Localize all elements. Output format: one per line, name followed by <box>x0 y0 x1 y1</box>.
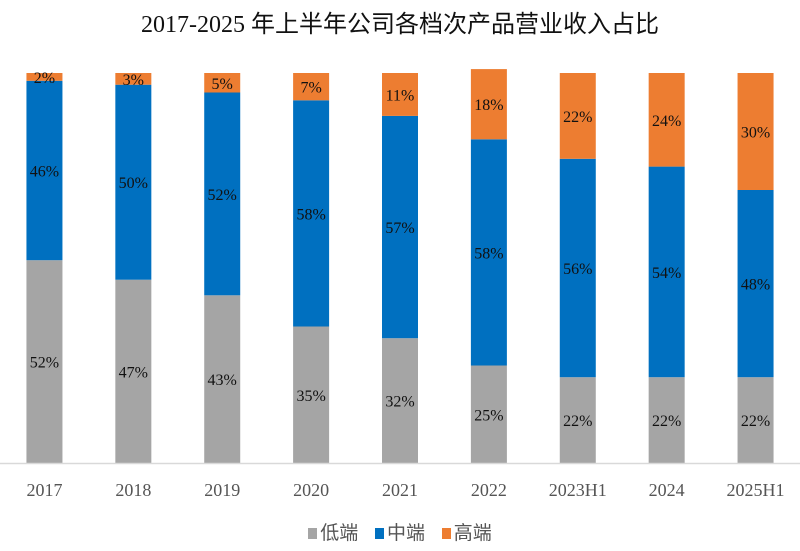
data-label-mid-2020: 58% <box>296 206 325 223</box>
bar-segment-low-2018[interactable] <box>115 279 152 463</box>
legend-label-low: 低端 <box>320 523 359 544</box>
legend-item-high[interactable]: 高端 <box>441 518 492 545</box>
x-tick-label-2025H1: 2025H1 <box>727 480 785 500</box>
data-label-mid-2018: 50% <box>119 175 148 192</box>
data-label-low-2021: 32% <box>385 394 414 411</box>
legend-label-high: 高端 <box>453 523 492 544</box>
bar-segment-high-2018[interactable] <box>115 73 152 85</box>
bar-segment-mid-2025H1[interactable] <box>737 190 774 378</box>
bar-segment-low-2019[interactable] <box>204 295 241 463</box>
bars-group: 52% 46% 2% 47% 50% 3% 43% 52% 5% 35% 58% 7% 32% 57% 11… <box>26 69 774 464</box>
data-label-high-2024: 24% <box>652 113 681 130</box>
data-label-low-2019: 43% <box>208 372 237 389</box>
bar-segment-high-2024[interactable] <box>648 73 685 167</box>
bar-segment-low-2021[interactable] <box>382 338 418 463</box>
bar-segment-low-2023H1[interactable] <box>559 377 596 463</box>
bar-segment-high-2019[interactable] <box>204 73 241 93</box>
data-label-mid-2024: 54% <box>652 265 681 282</box>
data-label-high-2022: 18% <box>474 97 503 114</box>
data-label-low-2017: 52% <box>30 355 59 372</box>
legend-item-low[interactable]: 低端 <box>308 518 358 545</box>
bar-segment-low-2022[interactable] <box>470 365 507 464</box>
bar-segment-mid-2021[interactable] <box>382 115 418 339</box>
data-label-mid-2023H1: 56% <box>563 261 592 278</box>
bar-segment-low-2024[interactable] <box>648 377 685 463</box>
legend-swatch-mid <box>374 528 384 539</box>
bar-segment-mid-2017[interactable] <box>26 80 63 261</box>
x-tick-label-2023H1: 2023H1 <box>549 480 607 500</box>
bar-segment-mid-2024[interactable] <box>648 166 685 378</box>
data-label-low-2018: 47% <box>119 364 148 381</box>
data-label-high-2018: 3% <box>123 72 144 89</box>
legend-label-mid: 中端 <box>386 523 425 544</box>
legend-swatch-low <box>308 528 318 539</box>
bar-segment-mid-2019[interactable] <box>204 92 241 296</box>
legend-swatch-high <box>441 528 451 539</box>
bar-segment-low-2025H1[interactable] <box>737 377 774 463</box>
x-tick-label-2020: 2020 <box>293 480 329 500</box>
x-tick-label-2018: 2018 <box>115 480 151 500</box>
bar-segment-high-2025H1[interactable] <box>737 73 774 190</box>
bar-segment-mid-2020[interactable] <box>293 100 330 327</box>
data-label-high-2019: 5% <box>212 76 233 93</box>
data-label-mid-2025H1: 48% <box>741 277 770 294</box>
data-label-mid-2017: 46% <box>30 164 59 181</box>
x-tick-label-2017: 2017 <box>26 480 62 500</box>
bar-segment-mid-2023H1[interactable] <box>559 158 596 378</box>
chart-title: 2017-2025 年上半年公司各档次产品营业收入占比 <box>141 12 659 38</box>
data-label-high-2023H1: 22% <box>563 109 592 126</box>
bar-segment-low-2017[interactable] <box>26 260 63 463</box>
data-label-low-2022: 25% <box>474 407 503 424</box>
data-label-low-2025H1: 22% <box>741 413 770 430</box>
bar-segment-mid-2022[interactable] <box>470 139 507 366</box>
data-label-mid-2021: 57% <box>385 220 414 237</box>
bar-segment-high-2017[interactable] <box>26 73 63 81</box>
bar-segment-high-2023H1[interactable] <box>559 73 596 159</box>
bar-segment-low-2020[interactable] <box>293 326 330 464</box>
x-tick-label-2022: 2022 <box>471 480 507 500</box>
legend-item-mid[interactable]: 中端 <box>374 518 425 545</box>
legend: 低端 中端 高端 <box>0 518 800 545</box>
data-label-low-2020: 35% <box>296 388 325 405</box>
x-tick-label-2024: 2024 <box>649 480 685 500</box>
data-label-low-2024: 22% <box>652 413 681 430</box>
data-label-mid-2022: 58% <box>474 245 503 262</box>
x-tick-label-2019: 2019 <box>204 480 240 500</box>
x-tick-label-2021: 2021 <box>382 480 418 500</box>
data-label-high-2020: 7% <box>300 80 321 97</box>
data-label-high-2017: 2% <box>34 70 55 87</box>
data-label-high-2025H1: 30% <box>741 125 770 142</box>
bar-segment-high-2022[interactable] <box>470 69 507 140</box>
x-tick-labels: 2017 2018 2019 2020 2021 2022 2023H1 2024 2025H1 <box>26 480 784 500</box>
data-label-high-2021: 11% <box>386 87 415 104</box>
bar-segment-high-2021[interactable] <box>382 73 418 116</box>
data-label-low-2023H1: 22% <box>563 413 592 430</box>
data-label-mid-2019: 52% <box>208 187 237 204</box>
bar-segment-mid-2018[interactable] <box>115 84 152 280</box>
bar-segment-high-2020[interactable] <box>293 73 330 101</box>
